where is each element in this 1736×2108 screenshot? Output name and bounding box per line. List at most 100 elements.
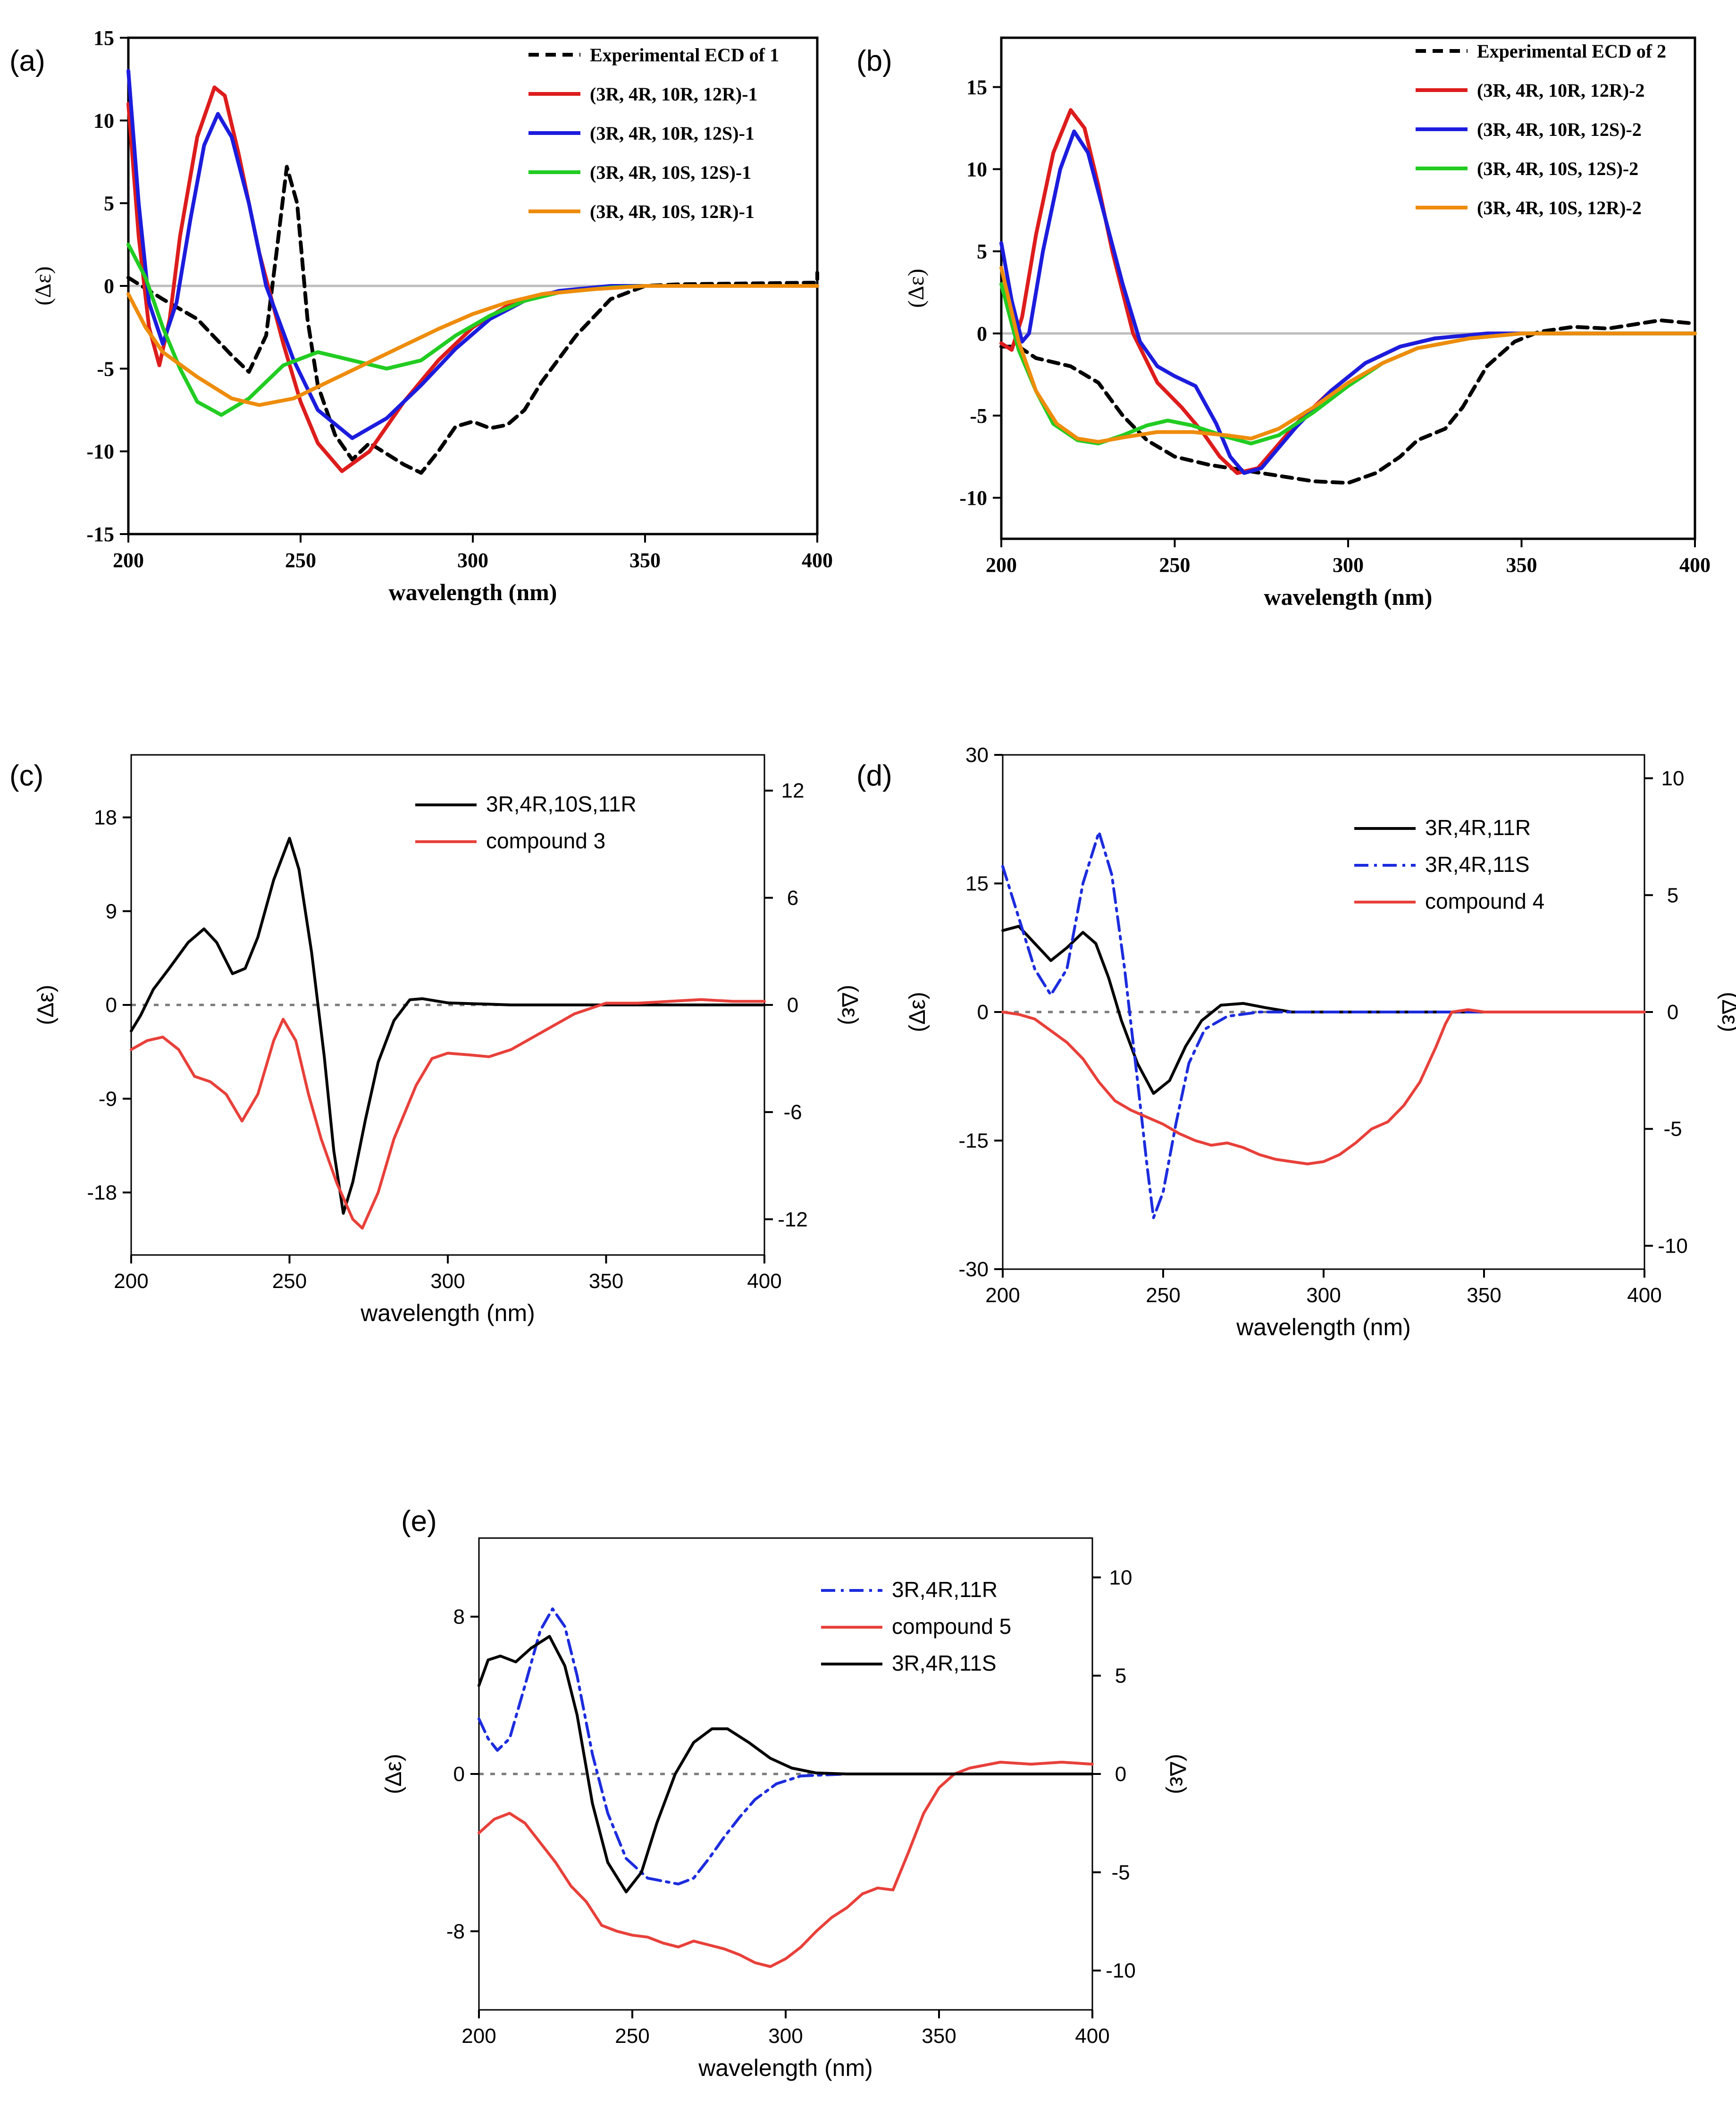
series-line-0 [126,165,819,475]
legend-label-1: (3R, 4R, 10R, 12R)-2 [1477,80,1645,101]
x-tick-label: 300 [457,549,488,572]
y-tick-label: 0 [104,275,114,298]
y-tick-label: 0 [453,1763,465,1786]
x-tick-label: 200 [114,1270,148,1293]
y-tick-label: 15 [965,872,989,895]
legend-label-1: (3R, 4R, 10R, 12R)-1 [590,84,758,105]
panel-label: (e) [401,1505,437,1538]
legend-label-1: 3R,4R,11S [1425,852,1530,877]
y-axis-label: (Δε) [381,1754,406,1794]
y2-tick-label: -6 [783,1101,802,1124]
legend-label-0: Experimental ECD of 2 [1477,41,1666,62]
y-tick-label: 0 [977,1001,989,1024]
y2-tick-label: 5 [1115,1665,1126,1688]
x-tick-label: 250 [1159,553,1191,577]
y-tick-label: 0 [106,994,117,1017]
x-tick-label: 400 [1679,553,1711,577]
legend-label-0: 3R,4R,11R [1425,815,1531,840]
y2-tick-label: -10 [1658,1234,1688,1257]
y-tick-label: -8 [446,1920,465,1943]
y-tick-label: 10 [966,158,987,181]
y-tick-label: -10 [959,486,987,510]
series-line-0 [1001,925,1646,1095]
legend-label-0: 3R,4R,11R [892,1577,998,1602]
x-tick-label: 250 [1146,1284,1180,1307]
x-tick-label: 200 [461,2024,496,2048]
series-line-2 [1001,1008,1646,1165]
x-tick-label: 350 [922,2024,956,2048]
y-axis-label: (Δε) [905,992,930,1032]
chart-panel-2: (c) 200 250 300 350 400 -18 -9 0 9 18 -12 -6 0 6 12 wave… [9,754,862,1326]
x-tick-label: 400 [1075,2024,1109,2048]
series-line-2 [478,1635,1094,1893]
y-tick-label: -5 [97,357,114,380]
x-tick-label: 300 [1306,1284,1341,1307]
y-tick-label: 0 [977,322,987,345]
legend-label-0: Experimental ECD of 1 [590,44,779,66]
y2-tick-label: 10 [1661,767,1685,790]
legend-label-2: (3R, 4R, 10R, 12S)-1 [590,123,755,144]
legend-label-4: (3R, 4R, 10S, 12R)-1 [590,201,755,222]
y2-tick-label: 12 [781,779,805,803]
x-axis-label: wavelength (nm) [1236,1314,1411,1340]
y2-tick-label: -10 [1106,1959,1136,1983]
y-axis-label: (Δε) [904,269,929,308]
panel-label: (d) [856,760,892,792]
series-line-1 [1001,830,1646,1219]
legend-label-4: (3R, 4R, 10S, 12R)-2 [1477,197,1642,218]
x-tick-label: 250 [615,2024,649,2048]
series-line-0 [999,318,1697,485]
y-tick-label: 10 [93,109,114,132]
chart-panel-3: (d) 200 250 300 350 400 -30 -15 0 15 30 -10 -5 0 5 10 wa… [856,744,1736,1340]
y2-tick-label: 0 [787,994,798,1017]
y2-axis-label: (Δε) [1717,992,1736,1032]
x-tick-label: 250 [272,1270,307,1293]
y-axis-label: (Δε) [34,985,59,1025]
legend: Experimental ECD of 1 (3R, 4R, 10R, 12R)-… [528,44,779,222]
y2-tick-label: -5 [1663,1118,1682,1141]
series-line-1 [130,998,766,1230]
y-tick-label: -9 [99,1087,117,1111]
x-tick-label: 350 [629,549,661,572]
y2-tick-label: 0 [1667,1001,1678,1024]
legend-label-2: (3R, 4R, 10R, 12S)-2 [1477,119,1642,140]
legend: 3R,4R,11R 3R,4R,11S compound 4 [1354,815,1544,913]
x-tick-label: 300 [768,2024,803,2048]
x-axis-label: wavelength (nm) [360,1300,535,1326]
legend-label-0: 3R,4R,10S,11R [486,792,637,816]
series-line-0 [130,837,766,1215]
y-tick-label: 15 [966,75,987,99]
legend: Experimental ECD of 2 (3R, 4R, 10R, 12R)-… [1416,41,1666,218]
x-axis-label: wavelength (nm) [1264,584,1433,610]
x-tick-label: 200 [113,549,144,572]
series-line-4 [126,284,819,407]
series-line-1 [478,1761,1094,1968]
legend: 3R,4R,11R compound 5 3R,4R,11S [821,1577,1011,1675]
y2-tick-label: -12 [778,1208,808,1231]
chart-panel-0: (a) 200 250 300 350 400 -15 -10 -5 0 5 10 15 waveleng… [9,26,833,605]
y-axis-label: (Δε) [31,267,56,306]
x-tick-label: 300 [430,1270,465,1293]
y-tick-label: 18 [94,806,117,829]
y-tick-label: 5 [977,240,987,263]
legend-label-1: compound 5 [892,1614,1011,1639]
y-tick-label: -15 [958,1129,989,1153]
series-line-0 [478,1607,1094,1886]
y-tick-label: -15 [86,523,114,546]
y-tick-label: 9 [106,900,117,923]
x-tick-label: 200 [986,553,1017,577]
y-tick-label: 15 [93,26,114,50]
legend-label-3: (3R, 4R, 10S, 12S)-1 [590,162,751,183]
y2-tick-label: 10 [1109,1566,1132,1589]
x-axis-label: wavelength (nm) [698,2055,873,2081]
chart-panel-4: (e) 200 250 300 350 400 -8 0 8 -10 -5 0 5 10 wavelengt… [381,1505,1190,2081]
panel-label: (a) [9,45,45,77]
chart-panel-1: (b) 200 250 300 350 400 -10 -5 0 5 10 15 wavelength … [856,36,1711,610]
x-tick-label: 350 [1506,553,1537,577]
y2-tick-label: 5 [1667,884,1678,907]
x-tick-label: 200 [985,1284,1020,1307]
legend-label-1: compound 3 [486,828,605,853]
x-tick-label: 350 [589,1270,623,1293]
y2-tick-label: -5 [1111,1861,1130,1884]
